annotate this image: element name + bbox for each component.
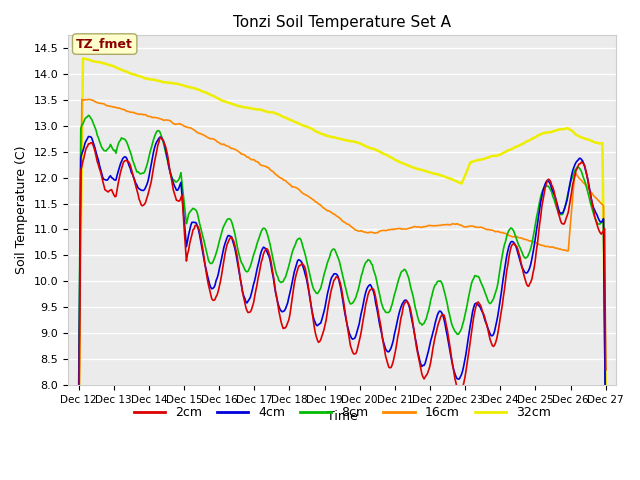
Legend: 2cm, 4cm, 8cm, 16cm, 32cm: 2cm, 4cm, 8cm, 16cm, 32cm — [129, 401, 556, 424]
X-axis label: Time: Time — [327, 410, 358, 423]
Title: Tonzi Soil Temperature Set A: Tonzi Soil Temperature Set A — [233, 15, 451, 30]
Text: TZ_fmet: TZ_fmet — [76, 37, 133, 50]
Y-axis label: Soil Temperature (C): Soil Temperature (C) — [15, 146, 28, 274]
